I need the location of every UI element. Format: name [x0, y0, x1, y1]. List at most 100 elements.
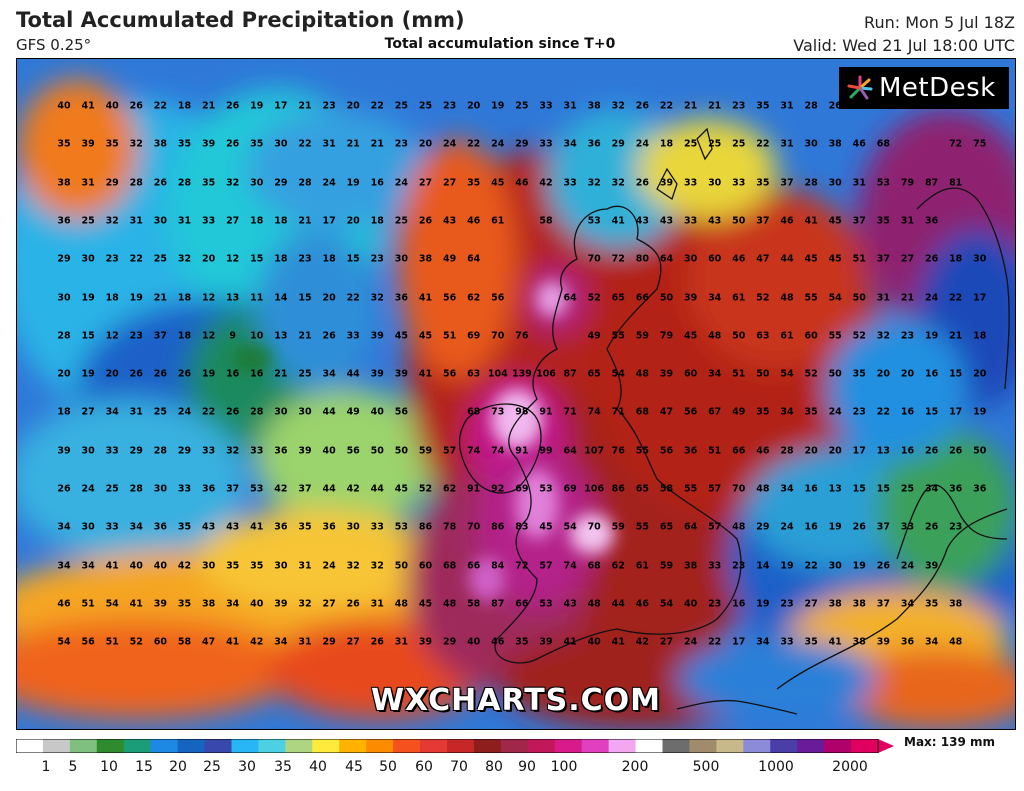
- grid-value: 27: [322, 598, 336, 610]
- grid-value: 35: [804, 406, 818, 418]
- grid-value: 31: [322, 138, 336, 150]
- grid-value: 84: [491, 560, 505, 572]
- grid-value: 21: [900, 292, 915, 303]
- grid-value: 35: [804, 636, 818, 648]
- grid-value: 27: [442, 177, 457, 189]
- grid-value: 36: [322, 521, 336, 533]
- grid-value: 30: [250, 177, 264, 189]
- grid-value: 91: [539, 406, 553, 418]
- grid-value: 13: [828, 483, 842, 495]
- grid-value: 26: [876, 560, 891, 572]
- grid-value: 43: [563, 598, 577, 610]
- grid-value: 40: [105, 100, 119, 112]
- grid-value: 15: [876, 483, 891, 495]
- grid-value: 35: [250, 560, 264, 572]
- grid-value: 50: [732, 215, 746, 227]
- grid-value: 60: [708, 253, 722, 265]
- grid-value: 29: [611, 138, 625, 150]
- grid-value: 24: [322, 177, 336, 189]
- grid-value: 33: [563, 177, 577, 189]
- grid-value: 30: [708, 177, 722, 189]
- grid-value: 39: [201, 138, 216, 150]
- grid-value: 47: [201, 636, 216, 648]
- grid-value: 42: [346, 483, 360, 495]
- color-scale-segment: [339, 739, 367, 753]
- grid-value: 31: [563, 100, 577, 112]
- color-scale-segment: [177, 739, 206, 753]
- grid-value: 24: [635, 138, 650, 150]
- grid-value: 18: [57, 406, 71, 418]
- grid-value: 39: [394, 368, 409, 380]
- grid-value: 44: [611, 598, 625, 610]
- grid-value: 16: [804, 483, 818, 495]
- color-scale-tick: 500: [692, 759, 720, 775]
- grid-value: 34: [780, 483, 794, 495]
- grid-value: 11: [250, 292, 264, 303]
- grid-value: 25: [418, 100, 433, 112]
- grid-value: 16: [250, 368, 264, 380]
- grid-value: 59: [611, 521, 625, 533]
- color-scale-segment: [743, 739, 771, 753]
- grid-value: 40: [683, 598, 698, 610]
- grid-value: 30: [81, 521, 95, 533]
- grid-value: 16: [226, 368, 240, 380]
- grid-value: 23: [900, 330, 915, 342]
- grid-value: 20: [201, 253, 216, 265]
- grid-value: 19: [81, 292, 95, 303]
- grid-value: 31: [129, 406, 143, 418]
- grid-value: 18: [274, 253, 288, 265]
- color-scale-tick: 20: [169, 759, 187, 775]
- color-scale-segment: [393, 739, 421, 753]
- grid-value: 33: [539, 138, 553, 150]
- grid-value: 25: [153, 406, 168, 418]
- grid-value: 27: [900, 253, 915, 265]
- grid-value: 31: [900, 215, 915, 227]
- grid-value: 29: [756, 521, 770, 533]
- grid-value: 64: [659, 253, 674, 265]
- grid-value: 71: [563, 406, 577, 418]
- grid-value: 57: [708, 521, 722, 533]
- grid-value: 25: [298, 368, 312, 380]
- grid-value: 25: [708, 138, 722, 150]
- color-scale-segment: [500, 739, 529, 753]
- grid-value: 26: [924, 253, 939, 265]
- grid-value: 36: [153, 521, 168, 533]
- grid-value: 37: [876, 253, 891, 265]
- grid-value: 53: [539, 483, 553, 495]
- color-scale-segment: [123, 739, 152, 753]
- grid-value: 14: [274, 292, 288, 303]
- grid-value: 33: [683, 177, 698, 189]
- grid-value: 28: [177, 177, 192, 189]
- grid-value: 76: [611, 445, 625, 457]
- grid-value: 68: [467, 406, 481, 418]
- color-scale-segment: [797, 739, 825, 753]
- grid-value: 41: [563, 636, 577, 648]
- grid-value: 39: [274, 598, 288, 610]
- grid-value: 36: [394, 292, 409, 303]
- grid-value: 38: [949, 598, 963, 610]
- grid-value: 26: [57, 483, 71, 495]
- grid-value: 19: [973, 406, 987, 418]
- grid-value: 31: [780, 138, 794, 150]
- grid-value: 79: [659, 330, 674, 342]
- grid-value: 26: [852, 521, 866, 533]
- grid-value: 29: [57, 253, 71, 265]
- grid-value: 35: [756, 406, 770, 418]
- grid-value: 23: [949, 521, 963, 533]
- grid-value: 50: [852, 292, 866, 303]
- grid-value: 26: [153, 368, 168, 380]
- precipitation-map[interactable]: 40 41 40 26 22 18 21 26 19 17 21 23 20 22 25 25 23 20 19 25…: [16, 58, 1016, 730]
- grid-value: 86: [491, 521, 505, 533]
- grid-value: 26: [129, 368, 143, 380]
- grid-value: 56: [659, 445, 674, 457]
- grid-value: 31: [81, 177, 95, 189]
- grid-value: 41: [828, 636, 842, 648]
- grid-value: 23: [732, 560, 746, 572]
- grid-value: 41: [418, 368, 433, 380]
- grid-value: 32: [611, 177, 625, 189]
- grid-value: 19: [81, 368, 95, 380]
- grid-value: 50: [394, 445, 409, 457]
- grid-value: 76: [515, 330, 529, 342]
- grid-value: 39: [57, 445, 71, 457]
- color-scale-segment: [473, 739, 502, 753]
